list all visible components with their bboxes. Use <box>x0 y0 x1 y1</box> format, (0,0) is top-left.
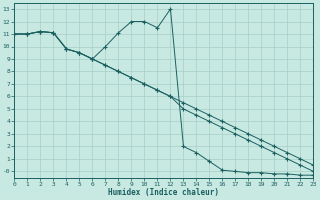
X-axis label: Humidex (Indice chaleur): Humidex (Indice chaleur) <box>108 188 220 197</box>
